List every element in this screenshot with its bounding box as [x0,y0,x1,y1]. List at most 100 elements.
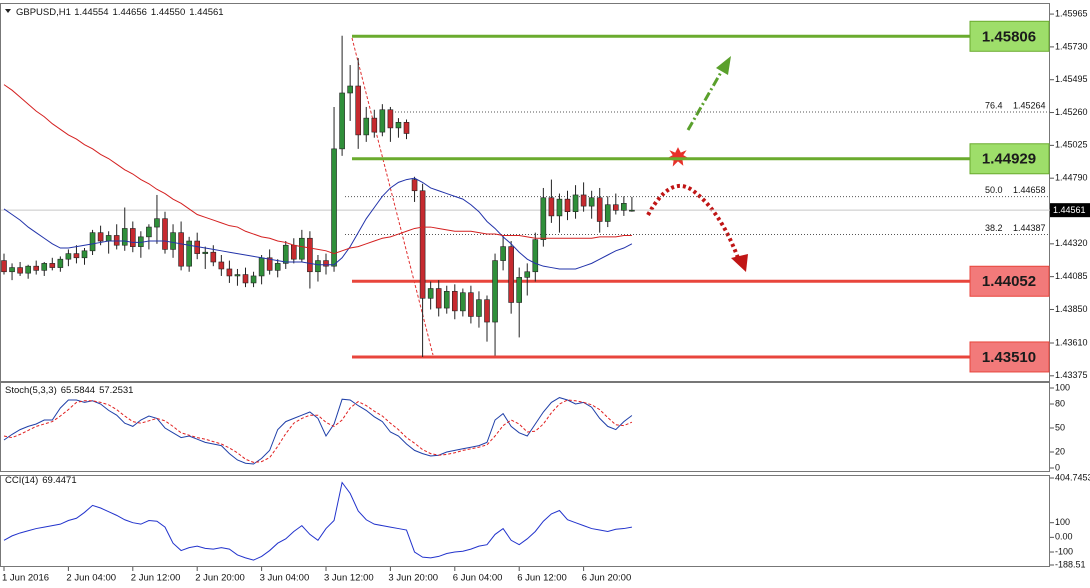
candle-body [323,260,329,267]
candle-body [146,226,152,238]
bearish-arrow-head [731,254,748,272]
candle-body [411,179,418,192]
x-tick-label: 6 Jun 20:00 [582,573,632,584]
candle-body [315,260,321,273]
level-box [969,265,1050,297]
bearish-arrow [646,184,748,272]
y-tick-label: 1.45965 [1055,8,1088,18]
candle-body [331,148,337,267]
level-label: 1.43510 [982,349,1036,366]
y-tick-label: -100 [1055,546,1073,556]
y-tick-label: 80 [1055,398,1065,408]
y-tick-label: 1.44085 [1055,271,1088,281]
candle-body [419,190,426,299]
candle-body [41,263,48,271]
moving-average [3,84,632,255]
indicator-line [3,399,633,463]
candle-body [355,85,362,136]
candle-body [307,237,313,273]
candle-body [57,258,64,268]
candle-body [266,257,273,271]
current-price-box [1050,203,1090,218]
y-tick-label: 1.43850 [1055,304,1088,314]
x-tick-label: 6 Jun 04:00 [453,573,503,584]
candle-body [476,299,482,317]
symbol-label: GBPUSD,H1 [16,7,71,18]
level-box [969,143,1050,175]
x-tick-label: 1 Jun 2016 [2,573,49,584]
candle-body [468,292,474,317]
ohlc-value: 1.44561 [189,7,223,18]
candle-body [443,291,450,309]
y-tick-label: 100 [1055,382,1070,392]
x-tick-label: 3 Jun 20:00 [388,573,438,584]
indicator-header: CCI(14) 69.4471 [5,475,77,486]
bullish-arrow-shaft [686,66,726,131]
indicator-value: 69.4471 [42,475,76,486]
current-price-label: 1.44561 [1053,205,1086,215]
x-tick-label: 2 Jun 12:00 [131,573,181,584]
candle-body [130,228,136,247]
y-tick-label: 20 [1055,446,1065,456]
candle-body [9,267,15,273]
y-tick-label: 404.7453 [1055,472,1090,482]
fib-price: 1.45264 [1013,100,1046,110]
candle-body [1,260,7,273]
symbol-menu-arrow[interactable] [5,9,11,13]
bearish-arrow-shaft [646,184,740,259]
candle-body [629,209,635,212]
breakout-burst [663,144,693,170]
candle-body [580,194,587,207]
bullish-arrow-head [716,56,731,75]
candle-body [81,250,88,259]
candle-body [548,197,555,217]
x-tick-label: 3 Jun 04:00 [260,573,310,584]
candle-body [556,198,563,217]
y-tick-label: 100 [1055,517,1070,527]
candle-body [451,291,458,312]
fib-ratio: 76.4 [985,100,1003,110]
candle-body [242,274,249,284]
candle-body [572,194,579,213]
candle-body [492,260,498,323]
ohlc-value: 1.44550 [151,7,185,18]
ohlc-value: 1.44656 [113,7,147,18]
candle-body [234,274,241,277]
indicator-name: Stoch(5,3,3) [5,385,57,396]
candle-body [178,232,184,267]
candle-body [113,235,120,246]
candle-body [612,204,619,211]
candle-body [347,85,353,94]
candle-body [282,244,289,264]
moving-average [3,177,633,270]
y-tick-label: 1.45730 [1055,41,1088,51]
candle-body [274,263,281,271]
y-tick-label: 0.00 [1055,532,1073,542]
y-tick-label: 50 [1055,422,1065,432]
ohlc-value: 1.44554 [74,7,108,18]
bullish-arrow [686,56,731,131]
fib-ratio: 38.2 [985,223,1003,233]
candle-body [65,253,72,260]
candle-body [290,244,297,260]
candle-body [379,109,386,133]
fib-baseline [351,37,434,356]
cci-panel [0,475,1050,567]
level-label: 1.45806 [982,28,1036,45]
candle-body [435,288,442,309]
candle-body [484,299,490,323]
candle-body [395,122,402,129]
fib-price: 1.44658 [1013,185,1046,195]
candle-body [508,246,514,303]
candle-body [427,288,434,299]
candle-body [25,265,31,274]
candle-body [226,268,233,277]
y-tick-label: 1.45025 [1055,140,1088,150]
candle-body [33,265,40,271]
candle-body [387,109,394,129]
candle-body [121,228,128,246]
y-tick-label: 1.44320 [1055,238,1088,248]
indicator-name: CCI(14) [5,475,38,486]
level-label: 1.44052 [982,273,1036,290]
